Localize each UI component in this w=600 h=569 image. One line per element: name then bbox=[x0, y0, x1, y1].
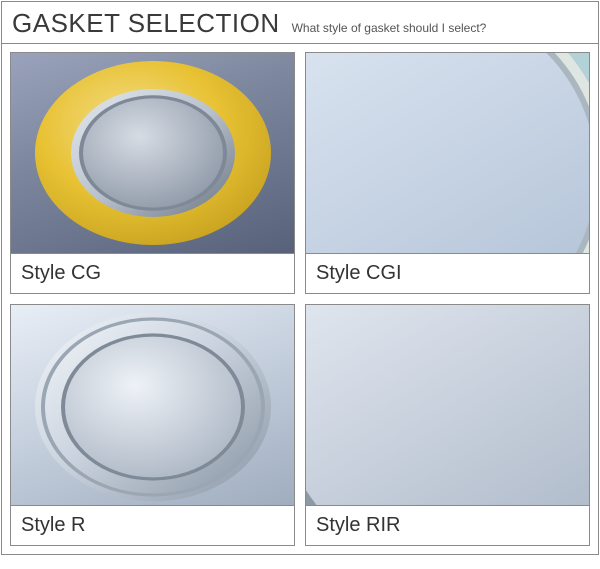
card-label: Style CGI bbox=[306, 253, 589, 293]
thumb-style-rir bbox=[306, 305, 589, 505]
header-subtitle: What style of gasket should I select? bbox=[292, 21, 487, 35]
card-label: Style R bbox=[11, 505, 294, 545]
card-label: Style CG bbox=[11, 253, 294, 293]
thumb-style-cg bbox=[11, 53, 294, 253]
card-label: Style RIR bbox=[306, 505, 589, 545]
thumb-style-cgi bbox=[306, 53, 589, 253]
gasket-rir-icon bbox=[306, 305, 589, 505]
thumb-style-r bbox=[11, 305, 294, 505]
gasket-cgi-icon bbox=[306, 53, 589, 253]
gasket-cg-icon bbox=[23, 53, 283, 253]
card-style-cg: Style CG bbox=[10, 52, 295, 294]
gasket-selection-panel: GASKET SELECTION What style of gasket sh… bbox=[1, 1, 599, 555]
card-style-cgi: Style CGI bbox=[305, 52, 590, 294]
card-grid: Style CG Style CGI bbox=[2, 44, 598, 554]
card-style-r: Style R bbox=[10, 304, 295, 546]
header: GASKET SELECTION What style of gasket sh… bbox=[2, 2, 598, 44]
card-style-rir: Style RIR bbox=[305, 304, 590, 546]
header-title: GASKET SELECTION bbox=[12, 8, 280, 39]
gasket-r-icon bbox=[23, 305, 283, 505]
